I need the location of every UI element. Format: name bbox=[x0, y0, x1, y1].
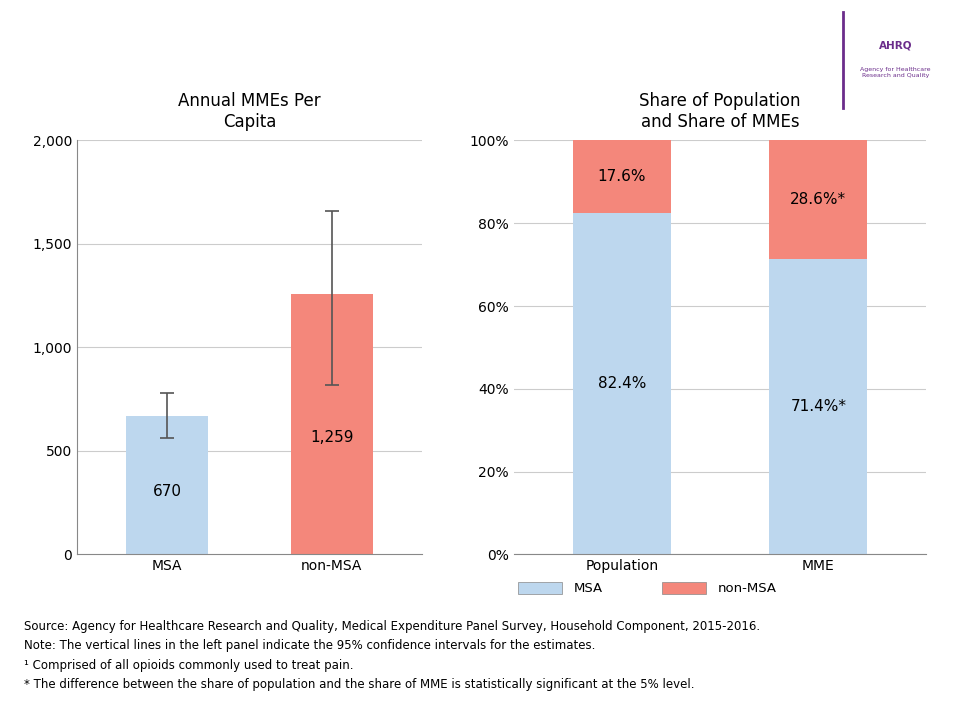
Ellipse shape bbox=[814, 12, 948, 108]
Text: Figure 12b: Annual Morphine Milligram Equivalents (MMEs) of outpatient prescript: Figure 12b: Annual Morphine Milligram Eq… bbox=[4, 31, 783, 89]
Text: Source: Agency for Healthcare Research and Quality, Medical Expenditure Panel Su: Source: Agency for Healthcare Research a… bbox=[24, 619, 760, 691]
Text: 17.6%: 17.6% bbox=[597, 169, 646, 184]
Text: MSA: MSA bbox=[573, 582, 603, 595]
Text: Agency for Healthcare
Research and Quality: Agency for Healthcare Research and Quali… bbox=[860, 67, 931, 78]
Bar bbox=[769, 140, 868, 258]
Text: 670: 670 bbox=[153, 485, 181, 500]
Bar bbox=[572, 140, 671, 213]
Text: AHRQ: AHRQ bbox=[879, 41, 912, 50]
Title: Share of Population
and Share of MMEs: Share of Population and Share of MMEs bbox=[639, 91, 801, 130]
FancyBboxPatch shape bbox=[662, 582, 706, 594]
Bar bbox=[572, 213, 671, 554]
Bar bbox=[126, 415, 208, 554]
Text: 71.4%*: 71.4%* bbox=[790, 399, 847, 414]
Text: 82.4%: 82.4% bbox=[597, 377, 646, 392]
Bar bbox=[291, 294, 373, 554]
Title: Annual MMEs Per
Capita: Annual MMEs Per Capita bbox=[179, 91, 321, 130]
Text: 1,259: 1,259 bbox=[310, 430, 353, 445]
Text: 28.6%*: 28.6%* bbox=[790, 192, 847, 207]
Text: non-MSA: non-MSA bbox=[717, 582, 777, 595]
FancyBboxPatch shape bbox=[518, 582, 562, 594]
Bar bbox=[769, 258, 868, 554]
